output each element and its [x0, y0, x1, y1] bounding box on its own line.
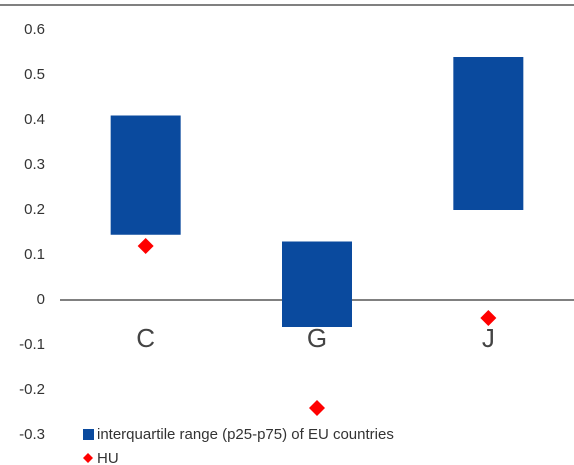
y-tick-label: 0.4	[24, 111, 45, 128]
range-bar	[282, 241, 352, 327]
y-tick-label: -0.2	[19, 381, 45, 398]
y-tick-label: 0.3	[24, 156, 45, 173]
y-tick-label: 0.5	[24, 66, 45, 83]
hu-marker	[309, 400, 325, 416]
y-tick-label: 0.6	[24, 21, 45, 38]
hu-marker	[480, 310, 497, 326]
x-tick-label: J	[482, 323, 495, 353]
legend-label: HU	[97, 450, 119, 465]
legend-label: interquartile range (p25-p75) of EU coun…	[97, 426, 394, 443]
legend-swatch	[83, 453, 93, 463]
hu-marker	[137, 238, 154, 254]
legend-swatch	[83, 429, 94, 440]
y-tick-label: 0	[37, 291, 45, 308]
x-tick-label: G	[307, 323, 327, 353]
y-tick-label: -0.1	[19, 336, 45, 353]
range-bar	[110, 115, 181, 235]
x-tick-label: C	[136, 323, 155, 353]
y-tick-label: 0.1	[24, 246, 45, 263]
y-tick-label: -0.3	[19, 426, 45, 443]
y-tick-label: 0.2	[24, 201, 45, 218]
range-bar	[453, 57, 524, 210]
